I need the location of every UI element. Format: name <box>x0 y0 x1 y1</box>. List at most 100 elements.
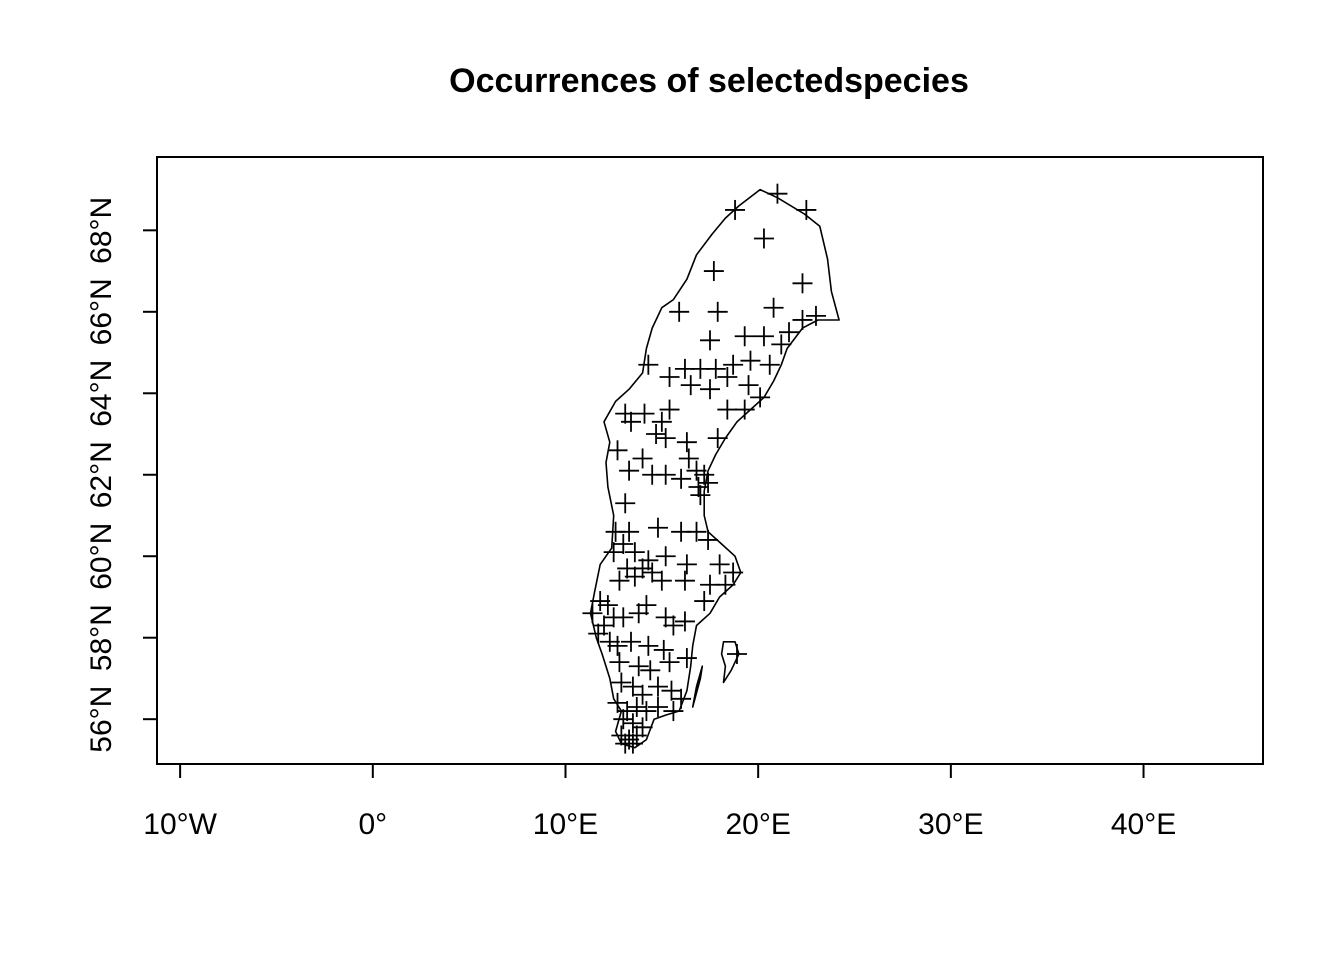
occurrence-marker <box>624 542 645 563</box>
oland-outline <box>691 665 704 708</box>
occurrence-marker <box>676 554 697 575</box>
occurrence-marker <box>624 566 645 587</box>
occurrence-marker <box>759 354 780 375</box>
occurrence-marker <box>717 399 738 420</box>
occurrence-marker <box>763 297 784 318</box>
occurrence-marker <box>738 375 759 396</box>
occurrence-marker <box>607 440 628 461</box>
occurrence-marker <box>705 358 726 379</box>
occurrence-marker <box>707 428 728 449</box>
occurrence-marker <box>753 326 774 347</box>
occurrence-marker <box>698 472 719 493</box>
occurrence-marker <box>703 261 724 282</box>
occurrence-marker <box>611 672 632 693</box>
occurrence-marker <box>607 692 628 713</box>
occurrence-marker <box>632 558 653 579</box>
occurrence-marker <box>678 448 699 469</box>
occurrence-marker <box>609 570 630 591</box>
plot-frame <box>156 156 1264 765</box>
occurrence-marker <box>663 701 684 722</box>
occurrence-marker <box>636 701 657 722</box>
occurrence-marker <box>626 696 647 717</box>
occurrence-marker <box>753 228 774 249</box>
occurrence-marker <box>771 334 792 355</box>
occurrence-marker <box>628 656 649 677</box>
x-tick-label: 0° <box>358 808 387 841</box>
y-tick-label: 60°N <box>85 523 118 590</box>
chart-title: Occurrences of selectedspecies <box>449 62 969 100</box>
occurrence-marker <box>647 696 668 717</box>
y-tick-label: 66°N <box>85 278 118 345</box>
occurrence-marker <box>723 562 744 583</box>
occurrence-marker <box>638 550 659 571</box>
occurrence-marker <box>638 354 659 375</box>
occurrence-marker <box>750 387 771 408</box>
occurrence-marker <box>707 301 728 322</box>
occurrence-marker <box>622 733 643 754</box>
x-tick-label: 10°E <box>533 808 598 841</box>
occurrence-marker <box>725 199 746 220</box>
occurrence-marker <box>796 199 817 220</box>
gotland-outline <box>720 641 740 684</box>
occurrence-marker <box>609 652 630 673</box>
occurrence-marker <box>694 591 715 612</box>
occurrence-marker <box>607 635 628 656</box>
occurrence-marker <box>669 301 690 322</box>
occurrence-marker <box>792 273 813 294</box>
occurrence-marker <box>734 399 755 420</box>
occurrence-marker <box>655 607 676 628</box>
occurrence-marker <box>717 366 738 387</box>
occurrence-marker <box>622 676 643 697</box>
x-tick-label: 30°E <box>918 808 983 841</box>
x-tick-label: 10°W <box>143 808 217 841</box>
occurrence-marker <box>621 631 641 652</box>
occurrence-marker <box>634 403 655 424</box>
y-axis: 56°N 58°N 60°N 62°N 64°N 66°N 68°N <box>85 197 158 753</box>
occurrence-marker <box>642 562 663 583</box>
occurrence-marker <box>638 635 659 656</box>
occurrence-marker <box>603 542 624 563</box>
occurrence-marker <box>613 607 634 628</box>
x-tick-label: 40°E <box>1111 808 1176 841</box>
occurrence-marker <box>686 460 707 481</box>
occurrence-marker <box>647 676 668 697</box>
occurrence-marker <box>726 644 747 665</box>
occurrence-marker <box>640 660 661 681</box>
occurrence-marker <box>588 623 609 644</box>
occurrence-marker <box>676 432 697 453</box>
occurrence-marker <box>663 615 684 636</box>
occurrence-marker <box>700 379 720 400</box>
occurrence-marker <box>779 322 799 343</box>
occurrence-marker <box>651 411 672 432</box>
occurrence-marker <box>723 354 744 375</box>
y-tick-label: 62°N <box>85 441 118 508</box>
occurrence-marker <box>698 529 719 550</box>
occurrence-marker <box>599 631 620 652</box>
occurrence-marker <box>659 652 680 673</box>
occurrence-marker <box>590 591 611 612</box>
occurrence-marker <box>661 680 682 701</box>
occurrence-marker <box>792 309 813 330</box>
occurrence-marker <box>632 448 653 469</box>
occurrence-marker <box>671 468 692 489</box>
occurrence-marker <box>734 326 755 347</box>
occurrence-marker <box>636 595 657 616</box>
occurrence-marker <box>653 639 674 660</box>
occurrence-marker <box>805 305 826 326</box>
occurrence-marker <box>690 485 711 506</box>
occurrence-marker <box>617 701 638 722</box>
occurrence-marker <box>694 464 715 485</box>
occurrence-marker <box>647 517 668 538</box>
occurrence-marker <box>659 399 680 420</box>
occurrence-marker <box>613 534 634 555</box>
occurrence-marker <box>621 411 641 432</box>
occurrence-marker <box>671 688 692 709</box>
x-axis: 10°W 0° 10°E 20°E 30°E 40°E <box>143 763 1176 841</box>
occurrence-marker <box>715 574 736 595</box>
occurrence-marker <box>674 611 695 632</box>
occurrence-marker <box>674 570 695 591</box>
occurrence-marker <box>688 476 709 497</box>
occurrence-marker <box>594 615 615 636</box>
occurrence-marker <box>686 521 707 542</box>
occurrence-marker <box>680 375 701 396</box>
